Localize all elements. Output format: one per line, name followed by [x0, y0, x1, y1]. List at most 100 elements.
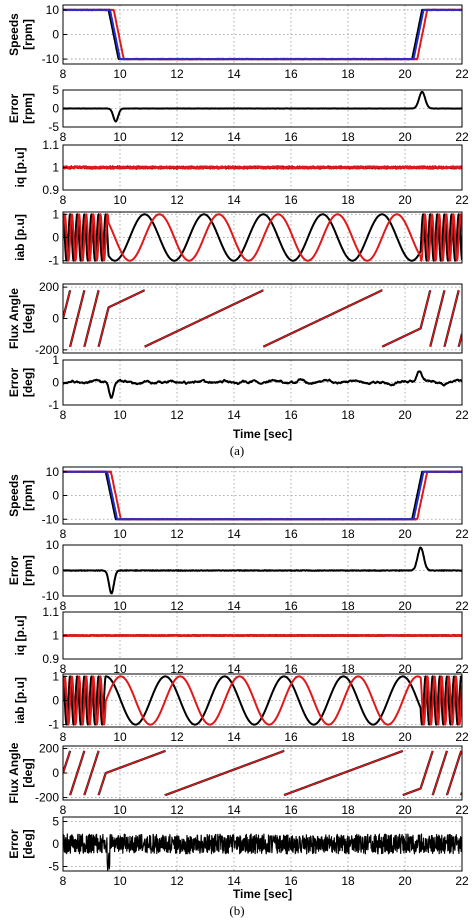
x-tick-label: 10: [113, 730, 127, 744]
subplot-b-3: 1.1 1 0.98 10 12 14 16 18 20 22 iq [p.u]: [13, 605, 469, 676]
series-beta: [63, 675, 462, 726]
y-tick-label: -5: [48, 120, 59, 134]
x-tick-label: 20: [398, 662, 412, 676]
x-tick-label: 22: [455, 193, 469, 207]
x-tick-label: 8: [60, 803, 67, 817]
x-tick-label: 16: [284, 874, 298, 888]
x-tick-label: 18: [341, 874, 355, 888]
x-tick-label: 14: [227, 67, 241, 81]
y-tick-label: 0: [52, 837, 59, 851]
x-tick-label: 10: [113, 527, 127, 541]
x-tick-label: 12: [170, 662, 184, 676]
y-tick-label: -10: [42, 52, 60, 66]
series-red: [63, 165, 462, 170]
y-tick-label: 1.1: [42, 138, 59, 152]
y-axis-label: [deg]: [21, 758, 35, 787]
x-tick-label: 12: [170, 874, 184, 888]
x-tick-label: 20: [398, 408, 412, 422]
series-actual: [63, 750, 462, 796]
x-tick-label: 12: [170, 527, 184, 541]
series-blue: [63, 470, 462, 521]
y-tick-label: -1: [48, 254, 59, 268]
y-tick-label: 0: [52, 766, 59, 780]
series-red: [63, 8, 462, 61]
subplot-a-1: 10 0 -108 10 12 14 16 18 20 22 Speeds [rpm]: [7, 3, 469, 81]
x-tick-label: 10: [113, 408, 127, 422]
y-tick-label: 10: [46, 465, 60, 479]
subplot-b-2: 10 0 -108 10 12 14 16 18 20 22 Error [rpm]: [7, 538, 469, 613]
y-axis-label: [rpm]: [21, 555, 35, 586]
series-estimated: [63, 289, 462, 348]
y-tick-label: -10: [42, 589, 60, 603]
x-tick-label: 14: [227, 599, 241, 613]
x-tick-label: 10: [113, 193, 127, 207]
x-tick-label: 22: [455, 874, 469, 888]
y-axis-label: [deg]: [21, 368, 35, 397]
x-tick-label: 16: [284, 193, 298, 207]
subplot-a-5: 200 0 -200 Flux Angle [deg]: [7, 280, 463, 357]
x-tick-label: 12: [170, 803, 184, 817]
x-tick-label: 8: [60, 730, 67, 744]
x-tick-label: 18: [341, 408, 355, 422]
series-error: [63, 833, 462, 871]
x-tick-label: 8: [60, 662, 67, 676]
y-axis-label: Flux Angle: [7, 288, 21, 349]
y-tick-label: 1.1: [42, 605, 59, 619]
y-tick-label: 0.9: [42, 652, 59, 666]
y-tick-label: 10: [46, 3, 60, 17]
y-axis-label: iab [p.u]: [13, 677, 27, 724]
x-axis-label-b: Time [sec]: [233, 887, 292, 901]
caption-a: (a): [229, 443, 245, 458]
x-tick-label: 8: [60, 527, 67, 541]
y-axis-label: Speeds: [7, 474, 21, 517]
axes-frame: [62, 466, 463, 525]
x-tick-label: 22: [455, 730, 469, 744]
series-alpha: [63, 213, 462, 262]
x-tick-label: 8: [60, 67, 67, 81]
series-alpha: [63, 675, 462, 726]
y-axis-label: [deg]: [21, 304, 35, 333]
y-axis-label: [rpm]: [21, 480, 35, 511]
x-tick-label: 10: [113, 874, 127, 888]
series-estimated: [63, 749, 462, 797]
x-tick-label: 8: [60, 408, 67, 422]
x-tick-label: 14: [227, 408, 241, 422]
x-tick-label: 12: [170, 193, 184, 207]
x-tick-label: 10: [113, 662, 127, 676]
x-tick-label: 14: [227, 130, 241, 144]
x-tick-label: 22: [455, 130, 469, 144]
y-tick-label: 0: [52, 231, 59, 245]
series-beta: [63, 213, 462, 262]
x-tick-label: 12: [170, 130, 184, 144]
x-tick-label: 10: [113, 130, 127, 144]
x-axis-label-a: Time [sec]: [233, 427, 292, 441]
x-tick-label: 22: [455, 408, 469, 422]
x-tick-label: 10: [113, 599, 127, 613]
y-tick-label: -200: [35, 791, 59, 805]
x-tick-label: 22: [455, 527, 469, 541]
axes-frame: [62, 745, 463, 801]
x-tick-label: 16: [284, 527, 298, 541]
x-tick-label: 16: [284, 803, 298, 817]
x-tick-label: 22: [455, 599, 469, 613]
x-tick-label: 12: [170, 730, 184, 744]
x-tick-label: 16: [284, 130, 298, 144]
subplot-b-6: 5 0 -58 10 12 14 16 18 20 22 Error [deg]: [7, 815, 469, 889]
x-tick-label: 18: [341, 527, 355, 541]
y-tick-label: 0: [52, 312, 59, 326]
x-tick-label: 14: [227, 662, 241, 676]
x-tick-label: 16: [284, 730, 298, 744]
y-tick-label: 5: [52, 83, 59, 97]
y-axis-label: iq [p.u]: [13, 148, 27, 188]
x-tick-label: 18: [341, 730, 355, 744]
x-tick-label: 14: [227, 803, 241, 817]
x-tick-label: 20: [398, 527, 412, 541]
y-tick-label: 0: [52, 102, 59, 116]
y-axis-label: Flux Angle: [7, 742, 21, 803]
y-tick-label: -1: [48, 718, 59, 732]
y-axis-label: Error: [7, 555, 21, 585]
y-axis-label: Error: [7, 93, 21, 123]
subplot-a-2: 5 0 -58 10 12 14 16 18 20 22 Error [rpm]: [7, 83, 469, 144]
x-tick-label: 18: [341, 193, 355, 207]
